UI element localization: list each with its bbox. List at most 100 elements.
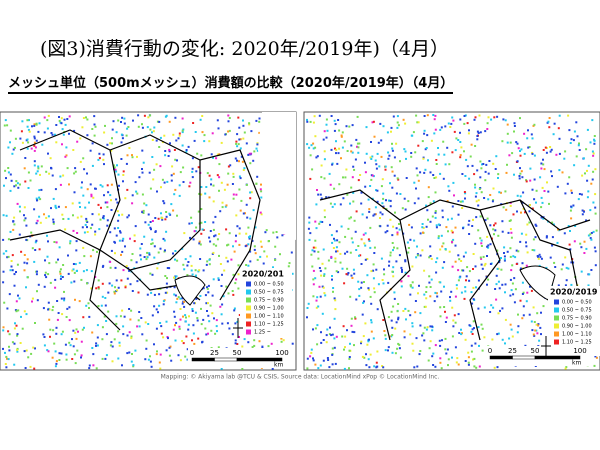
mesh-cell	[451, 205, 454, 208]
legend-label: 0.50 ~ 0.75	[254, 290, 284, 296]
mesh-cell	[501, 140, 504, 143]
mesh-cell	[110, 183, 113, 186]
mesh-cell	[389, 199, 392, 202]
mesh-cell	[339, 203, 342, 206]
mesh-cell	[593, 364, 596, 367]
mesh-cell	[594, 168, 597, 171]
mesh-cell	[540, 167, 543, 170]
mesh-cell	[393, 156, 396, 159]
mesh-cell	[509, 228, 512, 231]
mesh-cell	[435, 163, 438, 165]
scale-segment	[214, 357, 238, 362]
mesh-cell	[86, 172, 88, 175]
mesh-cell	[351, 124, 354, 127]
scale-label: 100	[573, 347, 586, 355]
mesh-cell	[481, 349, 484, 352]
mesh-cell	[199, 243, 202, 246]
mesh-cell	[158, 120, 161, 123]
mesh-cell	[186, 348, 189, 351]
mesh-cell	[176, 297, 179, 300]
mesh-cell	[69, 240, 72, 243]
mesh-cell	[461, 207, 464, 209]
mesh-cell	[374, 159, 377, 162]
mesh-cell	[113, 292, 116, 295]
mesh-cell	[382, 205, 385, 208]
mesh-cell	[361, 355, 364, 358]
mesh-cell	[395, 227, 398, 230]
mesh-cell	[225, 285, 228, 288]
mesh-cell	[197, 270, 200, 273]
mesh-cell	[388, 154, 391, 157]
mesh-cell	[97, 203, 100, 206]
mesh-cell	[62, 174, 65, 177]
mesh-cell	[501, 283, 504, 286]
mesh-cell	[444, 337, 447, 340]
mesh-cell	[587, 234, 590, 237]
mesh-cell	[201, 131, 204, 134]
mesh-cell	[212, 243, 215, 246]
mesh-cell	[54, 350, 57, 353]
mesh-cell	[191, 157, 194, 160]
mesh-cell	[328, 366, 331, 369]
mesh-cell	[434, 210, 437, 213]
mesh-cell	[66, 307, 69, 310]
mesh-cell	[337, 271, 340, 274]
mesh-cell	[309, 120, 312, 123]
mesh-cell	[432, 352, 435, 355]
mesh-cell	[106, 201, 109, 204]
mesh-cell	[150, 365, 153, 368]
mesh-cell	[223, 188, 226, 191]
mesh-cell	[326, 328, 329, 331]
mesh-cell	[364, 232, 367, 235]
legend-swatch	[246, 289, 251, 295]
mesh-cell	[545, 151, 548, 154]
mesh-cell	[59, 272, 62, 275]
mesh-cell	[421, 249, 424, 252]
mesh-cell	[534, 223, 537, 226]
mesh-cell	[421, 140, 424, 143]
mesh-cell	[481, 327, 484, 330]
mesh-cell	[312, 328, 314, 331]
mesh-cell	[401, 269, 403, 271]
mesh-cell	[4, 169, 7, 172]
mesh-cell	[375, 268, 378, 271]
mesh-cell	[255, 147, 258, 150]
mesh-cell	[350, 324, 353, 327]
mesh-cell	[33, 160, 36, 163]
mesh-cell	[220, 181, 223, 184]
mesh-cell	[150, 243, 153, 245]
mesh-cell	[376, 308, 379, 311]
mesh-cell	[76, 140, 79, 143]
mesh-cell	[403, 197, 406, 200]
mesh-cell	[291, 272, 294, 275]
mesh-cell	[82, 316, 85, 319]
mesh-cell	[335, 140, 337, 143]
mesh-cell	[248, 237, 251, 240]
mesh-cell	[158, 146, 161, 148]
mesh-cell	[346, 329, 348, 332]
mesh-cell	[340, 134, 343, 137]
mesh-cell	[345, 168, 348, 171]
mesh-cell	[345, 125, 348, 128]
mesh-cell	[319, 269, 322, 272]
mesh-cell	[342, 197, 345, 200]
mesh-cell	[26, 276, 29, 279]
mesh-cell	[344, 252, 346, 255]
mesh-cell	[166, 180, 169, 183]
mesh-cell	[131, 353, 133, 355]
mesh-cell	[505, 208, 508, 211]
mesh-cell	[80, 215, 83, 218]
mesh-cell	[567, 225, 570, 227]
mesh-cell	[386, 131, 389, 134]
mesh-cell	[452, 325, 455, 328]
mesh-cell	[437, 223, 440, 226]
mesh-cell	[46, 234, 48, 237]
mesh-cell	[155, 139, 158, 142]
mesh-cell	[43, 131, 46, 134]
mesh-cell	[385, 199, 387, 202]
mesh-cell	[227, 130, 230, 133]
mesh-cell	[435, 226, 438, 229]
mesh-cell	[341, 146, 344, 149]
mesh-cell	[159, 322, 162, 324]
